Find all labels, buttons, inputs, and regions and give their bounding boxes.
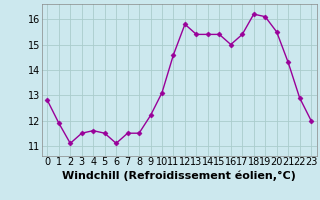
X-axis label: Windchill (Refroidissement éolien,°C): Windchill (Refroidissement éolien,°C) <box>62 170 296 181</box>
